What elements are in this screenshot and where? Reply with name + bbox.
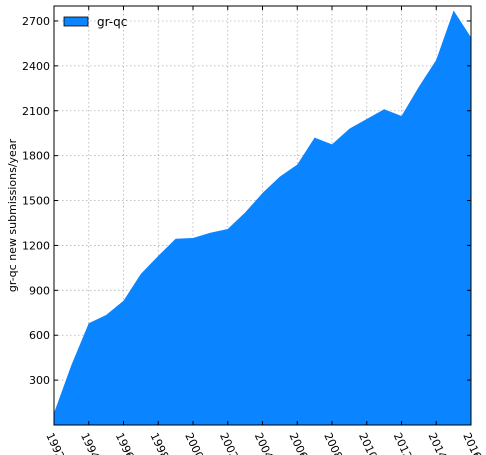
x-tick-label: 2002: [217, 431, 241, 455]
y-tick-label: 1200: [22, 239, 50, 252]
legend-swatch-gr-qc: [63, 16, 89, 27]
y-tick-label: 2100: [22, 105, 50, 118]
y-tick-label: 300: [29, 374, 50, 387]
area-series-gr-qc: [54, 10, 471, 425]
x-tick-label: 1998: [148, 431, 172, 455]
x-tick-label: 1992: [43, 431, 67, 455]
x-tick-label: 2000: [182, 431, 206, 455]
y-tick-label: 1500: [22, 195, 50, 208]
legend: gr-qc: [63, 15, 127, 29]
y-tick-label: 600: [29, 329, 50, 342]
x-tick-label: 2012: [391, 431, 415, 455]
x-tick-label: 2016: [460, 431, 484, 455]
y-tick-label: 900: [29, 284, 50, 297]
y-axis-ticks: 300 600 900 1200 1500 1800 2100 2400 2700: [22, 15, 471, 387]
x-tick-label: 2008: [321, 431, 345, 455]
x-tick-label: 2010: [356, 431, 380, 455]
area-series-layer: [54, 10, 471, 425]
y-axis-label: gr-qc new submissions/year: [6, 138, 19, 292]
y-tick-label: 2400: [22, 60, 50, 73]
y-tick-label: 1800: [22, 150, 50, 163]
x-tick-label: 1994: [78, 431, 102, 455]
x-tick-label: 2004: [252, 431, 276, 455]
x-tick-label: 1996: [113, 431, 137, 455]
x-tick-label: 2014: [426, 431, 450, 455]
x-tick-label: 2006: [287, 431, 311, 455]
legend-label-gr-qc: gr-qc: [97, 15, 127, 29]
y-tick-label: 2700: [22, 15, 50, 28]
